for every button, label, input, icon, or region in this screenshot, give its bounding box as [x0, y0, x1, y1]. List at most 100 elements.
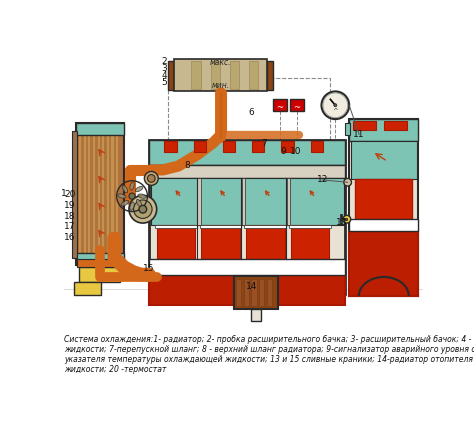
Bar	[242, 178, 245, 225]
Bar	[282, 141, 294, 152]
Text: 4: 4	[162, 71, 167, 80]
Bar	[349, 231, 419, 296]
Bar	[168, 78, 330, 178]
Circle shape	[334, 104, 337, 107]
Bar	[155, 225, 197, 229]
Ellipse shape	[122, 185, 128, 193]
Bar	[353, 121, 376, 130]
Bar	[157, 225, 195, 294]
Text: 16: 16	[64, 233, 75, 242]
Bar	[349, 119, 419, 141]
Circle shape	[145, 172, 158, 185]
Bar	[77, 259, 122, 267]
Bar	[349, 219, 419, 231]
Bar	[174, 59, 267, 92]
Bar	[87, 132, 91, 256]
Text: ~: ~	[276, 103, 283, 112]
Ellipse shape	[130, 182, 134, 190]
Bar	[79, 267, 120, 282]
Bar	[149, 140, 346, 164]
Bar	[194, 141, 206, 152]
Bar	[83, 132, 86, 256]
Bar	[230, 61, 239, 89]
Bar	[149, 275, 346, 306]
Bar	[151, 178, 344, 225]
Circle shape	[343, 215, 351, 223]
Bar	[92, 132, 95, 256]
Text: 5: 5	[162, 77, 167, 86]
Text: 12: 12	[317, 175, 328, 184]
Circle shape	[139, 205, 146, 213]
Bar	[349, 119, 419, 296]
Bar	[246, 225, 284, 294]
Text: 20: 20	[64, 190, 75, 199]
Bar	[191, 61, 201, 89]
Bar	[259, 279, 264, 306]
Bar	[73, 282, 101, 295]
Bar	[198, 178, 201, 225]
Bar	[72, 131, 77, 258]
Ellipse shape	[118, 194, 126, 198]
Text: ^: ^	[332, 108, 338, 114]
Circle shape	[321, 92, 349, 119]
Bar	[76, 253, 124, 265]
Bar	[223, 141, 235, 152]
Bar	[210, 61, 220, 89]
Bar	[356, 179, 412, 229]
Text: 19: 19	[64, 201, 75, 210]
Circle shape	[129, 193, 135, 199]
Circle shape	[129, 195, 157, 223]
Bar	[346, 123, 350, 134]
Bar	[164, 141, 177, 152]
Bar	[149, 259, 346, 275]
Text: жидкости; 7-перепускной шланг; 8 - верхний шланг радиатора; 9-сигнализатор авари: жидкости; 7-перепускной шланг; 8 - верхн…	[64, 345, 474, 354]
Bar	[267, 61, 273, 90]
Text: 8: 8	[184, 161, 191, 170]
Text: 2: 2	[162, 57, 167, 66]
Bar	[236, 279, 241, 306]
Text: 14: 14	[246, 282, 257, 291]
Bar	[78, 132, 81, 256]
Text: 18: 18	[64, 211, 75, 221]
Bar	[251, 309, 261, 321]
Text: 11: 11	[354, 130, 365, 139]
Bar	[384, 121, 407, 130]
Bar	[249, 61, 258, 89]
Text: 1: 1	[61, 189, 66, 198]
Bar	[290, 99, 304, 111]
Ellipse shape	[130, 202, 134, 210]
Bar	[273, 99, 287, 111]
Bar	[245, 225, 286, 229]
Text: Система охлаждения:1- радиатор; 2- пробка расширительного бачка; 3- расширительн: Система охлаждения:1- радиатор; 2- пробк…	[64, 335, 474, 344]
Bar	[287, 178, 290, 225]
Text: 13: 13	[336, 218, 347, 227]
Text: жидкости; 20 -термостат: жидкости; 20 -термостат	[64, 365, 167, 374]
Bar	[168, 61, 174, 90]
Ellipse shape	[136, 186, 143, 192]
Bar	[201, 225, 240, 294]
Ellipse shape	[138, 194, 146, 198]
Text: 10: 10	[290, 147, 301, 156]
Bar	[200, 225, 241, 229]
Bar	[76, 123, 124, 135]
Text: указателя температуры охлаждающей жидкости; 13 и 15 сливные краники; 14-радиатор: указателя температуры охлаждающей жидкос…	[64, 355, 474, 364]
Circle shape	[134, 200, 152, 218]
Circle shape	[344, 178, 352, 186]
Text: макс.: макс.	[210, 58, 231, 68]
Text: 6: 6	[248, 108, 254, 117]
Text: 15: 15	[143, 264, 154, 273]
Bar	[310, 141, 323, 152]
Bar	[110, 132, 114, 256]
Bar	[251, 279, 257, 306]
Circle shape	[147, 175, 155, 182]
Text: 3: 3	[162, 64, 167, 73]
Text: мин.: мин.	[211, 81, 230, 90]
Ellipse shape	[137, 199, 142, 207]
Text: 7: 7	[262, 139, 267, 148]
Bar	[267, 279, 272, 306]
Bar	[252, 141, 264, 152]
Bar	[101, 132, 104, 256]
Bar	[351, 141, 417, 179]
Bar	[244, 279, 249, 306]
Bar	[149, 140, 346, 294]
